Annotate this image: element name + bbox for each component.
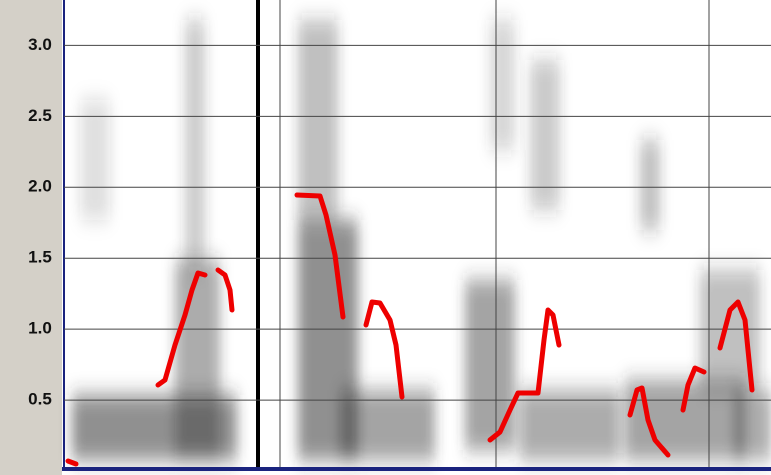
- grid-verticals: [279, 0, 710, 468]
- y-tick-label: 0.5: [28, 390, 52, 409]
- y-tick-label: 1.5: [28, 248, 52, 267]
- axis-panel: [0, 0, 62, 475]
- grid: [64, 44, 771, 401]
- y-tick-label: 3.0: [28, 35, 52, 54]
- y-tick-label: 1.0: [28, 319, 52, 338]
- spectrogram-shading: [72, 20, 771, 460]
- y-tick-label: 2.0: [28, 177, 52, 196]
- y-tick-label: 2.5: [28, 106, 52, 125]
- pitch-traces: [65, 192, 755, 467]
